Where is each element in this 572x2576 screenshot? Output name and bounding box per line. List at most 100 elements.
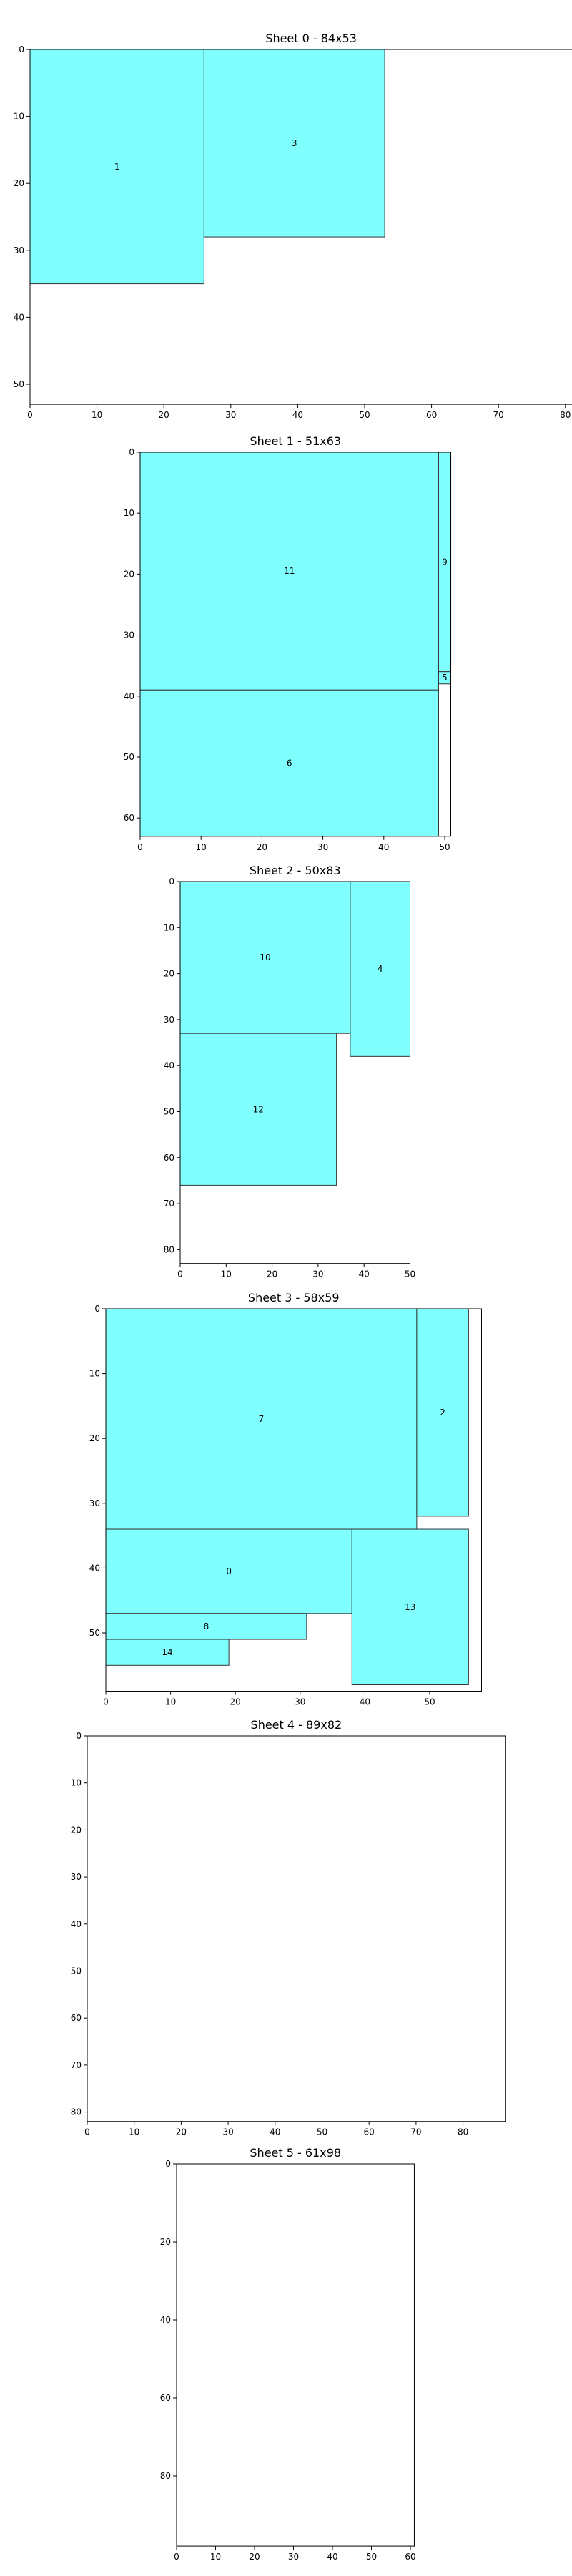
x-tick-label: 30 [225,410,236,420]
piece-label: 7 [259,1414,265,1424]
piece-label: 0 [226,1566,232,1576]
x-tick-label: 0 [27,410,33,420]
x-tick-label: 60 [405,2552,415,2562]
x-tick-label: 80 [560,410,571,420]
x-tick-label: 20 [267,1269,277,1279]
sheet-frame [179,881,410,1264]
y-tick-label: 0 [76,1731,82,1741]
x-tick-label: 60 [426,410,437,420]
x-tick-label: 10 [196,842,207,852]
y-tick-label: 50 [164,1107,174,1117]
y-tick-label: 20 [71,1825,82,1835]
x-tick-label: 30 [317,842,328,852]
x-tick-label: 20 [230,1697,241,1707]
y-tick-label: 60 [124,813,134,823]
y-tick-label: 60 [164,1153,174,1163]
piece-label: 9 [442,557,448,567]
x-tick-label: 20 [159,410,169,420]
y-tick-label: 20 [89,1433,100,1443]
sheet-frame [139,452,452,837]
piece-rect [350,881,410,1057]
sheet-frame [87,1735,506,2122]
piece-rect [29,49,204,285]
x-tick-label: 40 [292,410,303,420]
piece-rect [179,1033,337,1186]
piece-rect [139,689,439,837]
x-tick-label: 70 [493,410,504,420]
x-tick-label: 30 [312,1269,323,1279]
x-tick-label: 50 [317,2127,327,2137]
y-tick-label: 40 [14,312,24,322]
x-tick-label: 10 [210,2552,221,2562]
sheet-panel-5: Sheet 5 - 61x98 0 10 20 30 40 50 60 0 20 40 60 80 [160,2146,416,2562]
x-tick-label: 20 [176,2127,187,2137]
x-tick-label: 20 [249,2552,260,2562]
y-tick-label: 50 [71,1966,82,1976]
y-tick-label: 50 [124,752,134,762]
sheet-frame [105,1308,482,1692]
piece-label: 2 [440,1407,445,1418]
y-tick-label: 20 [14,178,24,188]
piece-rect [105,1639,230,1666]
x-tick-label: 70 [410,2127,421,2137]
piece-rect [351,1528,469,1685]
y-tick-label: 50 [14,379,24,389]
sheet-title: Sheet 3 - 58x59 [248,1291,340,1304]
y-tick-label: 30 [124,630,134,640]
x-tick-label: 10 [221,1269,232,1279]
y-tick-label: 40 [164,1060,174,1070]
y-tick-label: 50 [89,1628,100,1638]
piece-label: 8 [204,1621,209,1631]
x-tick-label: 40 [359,1269,370,1279]
piece-label: 14 [162,1647,172,1657]
y-tick-label: 30 [14,245,24,255]
y-tick-label: 0 [129,447,134,457]
y-tick-label: 20 [164,969,174,979]
y-tick-label: 30 [89,1498,100,1508]
y-tick-label: 0 [165,2159,171,2169]
x-tick-label: 30 [288,2552,299,2562]
y-tick-label: 20 [160,2237,171,2247]
piece-label: 10 [260,952,270,962]
piece-label: 12 [253,1104,264,1114]
x-tick-label: 50 [405,1269,415,1279]
piece-label: 6 [287,758,292,769]
y-tick-label: 0 [169,877,174,887]
x-tick-label: 10 [92,410,102,420]
piece-label: 1 [114,162,120,172]
y-tick-label: 40 [89,1563,100,1573]
piece-label: 11 [284,566,295,576]
piece-rect [105,1308,418,1530]
sheet-title: Sheet 2 - 50x83 [250,864,341,877]
x-tick-label: 10 [165,1697,176,1707]
x-tick-label: 0 [137,842,143,852]
y-tick-label: 30 [164,1015,174,1025]
piece-rect [416,1308,469,1517]
x-tick-label: 40 [270,2127,280,2137]
sheet-title: Sheet 5 - 61x98 [250,2146,341,2160]
x-tick-label: 0 [174,2552,179,2562]
y-tick-label: 70 [164,1199,174,1209]
y-tick-label: 80 [164,1244,174,1254]
piece-rect [139,452,439,691]
x-tick-label: 30 [222,2127,233,2137]
sheet-panel-2: Sheet 2 - 50x83 10 4 12 0 10 20 30 40 50 0 10 20 30 40… [164,864,415,1279]
x-tick-label: 0 [103,1697,109,1707]
y-tick-label: 70 [71,2060,82,2070]
y-tick-label: 10 [14,112,24,122]
y-tick-label: 10 [164,922,174,932]
piece-label: 5 [442,673,448,683]
y-tick-label: 20 [124,569,134,579]
x-tick-label: 10 [129,2127,139,2137]
x-tick-label: 40 [378,842,389,852]
y-tick-label: 10 [71,1778,82,1788]
x-tick-label: 20 [257,842,267,852]
y-tick-label: 40 [124,691,134,701]
x-tick-label: 40 [360,1697,370,1707]
x-tick-label: 50 [366,2552,377,2562]
